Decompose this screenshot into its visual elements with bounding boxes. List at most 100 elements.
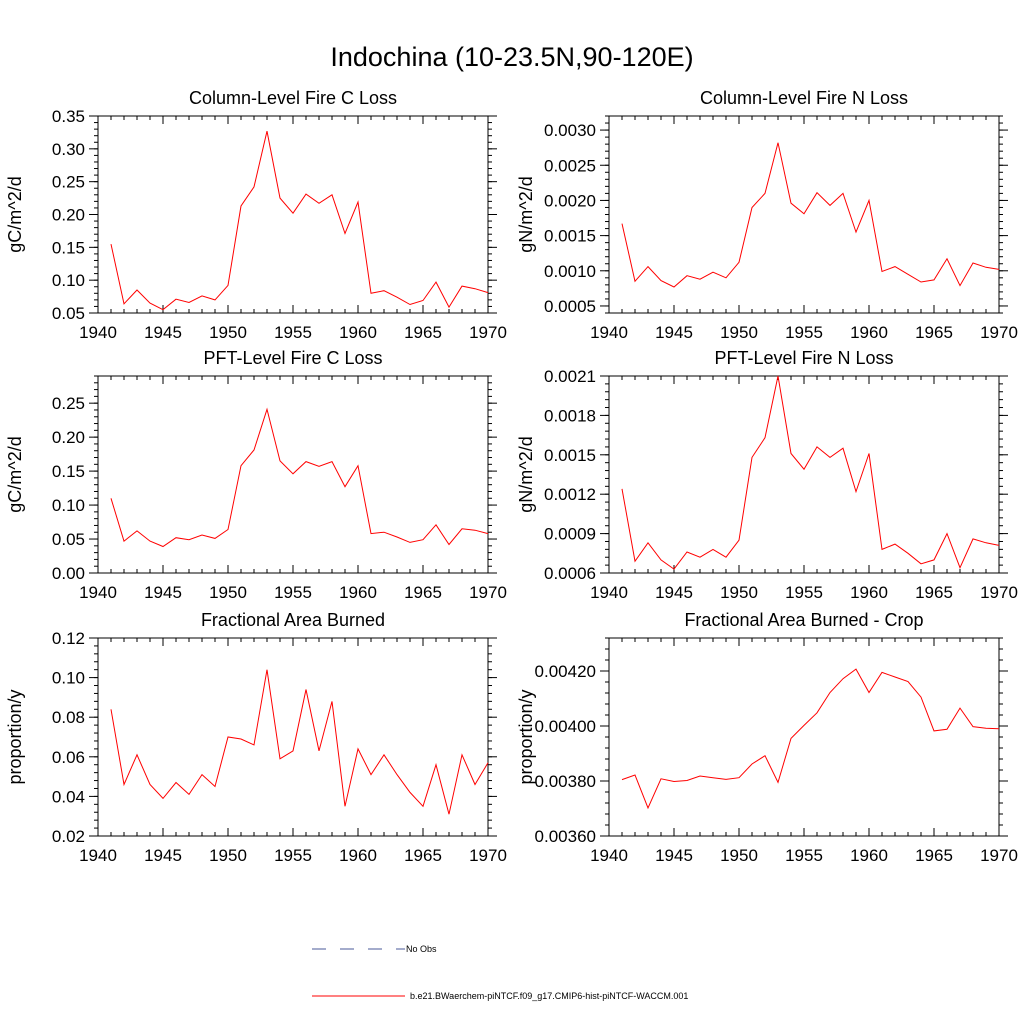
chart-title: PFT-Level Fire C Loss <box>203 348 382 368</box>
x-tick-label: 1940 <box>590 846 628 865</box>
chart-panel-4: 1940 1945 1950 1955 1960 1965 1970 0.0006 0.0009… <box>516 348 1018 602</box>
y-tick-label: 0.15 <box>52 462 85 481</box>
y-tick-label: 0.00360 <box>535 827 596 846</box>
y-tick-label: 0.0015 <box>544 446 596 465</box>
y-tick-label: 0.00380 <box>535 772 596 791</box>
y-tick-label: 0.00420 <box>535 662 596 681</box>
y-tick-label: 0.20 <box>52 428 85 447</box>
series-line-1 <box>110 669 489 815</box>
y-tick-label: 0.10 <box>52 271 85 290</box>
y-tick-label: 0.10 <box>52 496 85 515</box>
chart-title: Fractional Area Burned - Crop <box>684 610 923 630</box>
x-tick-label: 1965 <box>404 583 442 602</box>
plot-frame <box>608 637 1000 837</box>
x-tick-label: 1945 <box>144 583 182 602</box>
x-tick-label: 1955 <box>274 583 312 602</box>
x-tick-label: 1950 <box>720 323 758 342</box>
chart-panel-5: 1940 1945 1950 1955 1960 1965 1970 0.02 0.04 0.06… <box>5 610 507 865</box>
x-tick-label: 1965 <box>915 583 953 602</box>
legend: No Obs b.e21.BWaerchem-piNTCF.f09_g17.CM… <box>312 944 688 1001</box>
page-title: Indochina (10-23.5N,90-120E) <box>330 42 693 72</box>
x-tick-label: 1950 <box>720 846 758 865</box>
y-tick-label: 0.08 <box>52 708 85 727</box>
x-tick-label: 1960 <box>850 846 888 865</box>
y-tick-label: 0.0006 <box>544 564 596 583</box>
x-tick-label: 1950 <box>209 583 247 602</box>
plot-frame <box>97 637 489 837</box>
y-tick-label: 0.12 <box>52 629 85 648</box>
series-line-1 <box>621 668 1000 810</box>
x-tick-label: 1950 <box>209 846 247 865</box>
x-tick-label: 1945 <box>144 846 182 865</box>
x-tick-label: 1955 <box>785 583 823 602</box>
y-tick-label: 0.20 <box>52 206 85 225</box>
x-tick-label: 1970 <box>469 846 507 865</box>
y-axis-label: gC/m^2/d <box>5 436 25 512</box>
series-line-1 <box>110 130 489 311</box>
legend-label-model-run: b.e21.BWaerchem-piNTCF.f09_g17.CMIP6-his… <box>410 991 688 1001</box>
y-tick-label: 0.0020 <box>544 191 596 210</box>
series-line-1 <box>621 142 1000 288</box>
x-tick-label: 1960 <box>339 323 377 342</box>
y-tick-label: 0.15 <box>52 238 85 257</box>
y-tick-label: 0.0015 <box>544 227 596 246</box>
y-tick-label: 0.25 <box>52 173 85 192</box>
y-axis-label: proportion/y <box>516 689 536 784</box>
x-tick-label: 1945 <box>655 323 693 342</box>
y-tick-label: 0.05 <box>52 530 85 549</box>
x-tick-label: 1965 <box>915 323 953 342</box>
x-tick-label: 1955 <box>274 323 312 342</box>
x-tick-label: 1970 <box>469 323 507 342</box>
chart-title: Column-Level Fire C Loss <box>189 88 397 108</box>
x-tick-label: 1940 <box>79 846 117 865</box>
x-tick-label: 1940 <box>79 583 117 602</box>
x-tick-label: 1945 <box>655 846 693 865</box>
y-tick-label: 0.04 <box>52 787 85 806</box>
x-tick-label: 1955 <box>274 846 312 865</box>
x-tick-label: 1960 <box>339 583 377 602</box>
y-axis-label: proportion/y <box>5 689 25 784</box>
y-tick-label: 0.00400 <box>535 717 596 736</box>
plot-frame <box>97 115 489 314</box>
plot-frame <box>608 375 1000 574</box>
x-tick-label: 1945 <box>144 323 182 342</box>
x-tick-label: 1940 <box>590 323 628 342</box>
y-axis-label: gN/m^2/d <box>516 436 536 512</box>
x-tick-label: 1965 <box>404 323 442 342</box>
y-tick-label: 0.0030 <box>544 121 596 140</box>
y-tick-label: 0.10 <box>52 669 85 688</box>
y-tick-label: 0.02 <box>52 827 85 846</box>
x-tick-label: 1940 <box>590 583 628 602</box>
x-tick-label: 1940 <box>79 323 117 342</box>
x-tick-label: 1950 <box>720 583 758 602</box>
y-tick-label: 0.25 <box>52 394 85 413</box>
x-tick-label: 1970 <box>469 583 507 602</box>
y-axis-label: gN/m^2/d <box>516 176 536 252</box>
chart-panel-6: 1940 1945 1950 1955 1960 1965 1970 0.00360 0.003… <box>516 610 1018 865</box>
series-line-1 <box>110 407 489 548</box>
x-tick-label: 1950 <box>209 323 247 342</box>
y-tick-label: 0.0012 <box>544 485 596 504</box>
x-tick-label: 1960 <box>850 323 888 342</box>
x-tick-label: 1970 <box>980 323 1018 342</box>
legend-label-no-obs: No Obs <box>406 944 437 954</box>
y-tick-label: 0.0010 <box>544 262 596 281</box>
chart-panel-1: 1940 1945 1950 1955 1960 1965 1970 0.05 0.10 0.15… <box>5 88 507 342</box>
y-tick-label: 0.0021 <box>544 367 596 386</box>
chart-panel-3: 1940 1945 1950 1955 1960 1965 1970 0.00 0.05 0.10… <box>5 348 507 602</box>
x-tick-label: 1960 <box>339 846 377 865</box>
x-tick-label: 1955 <box>785 323 823 342</box>
y-tick-label: 0.05 <box>52 304 85 323</box>
y-tick-label: 0.0025 <box>544 156 596 175</box>
x-tick-label: 1970 <box>980 846 1018 865</box>
y-tick-label: 0.35 <box>52 107 85 126</box>
chart-title: Column-Level Fire N Loss <box>700 88 908 108</box>
x-tick-label: 1965 <box>915 846 953 865</box>
y-tick-label: 0.06 <box>52 748 85 767</box>
y-tick-label: 0.30 <box>52 140 85 159</box>
y-tick-label: 0.00 <box>52 564 85 583</box>
y-tick-label: 0.0018 <box>544 406 596 425</box>
y-tick-label: 0.0005 <box>544 297 596 316</box>
